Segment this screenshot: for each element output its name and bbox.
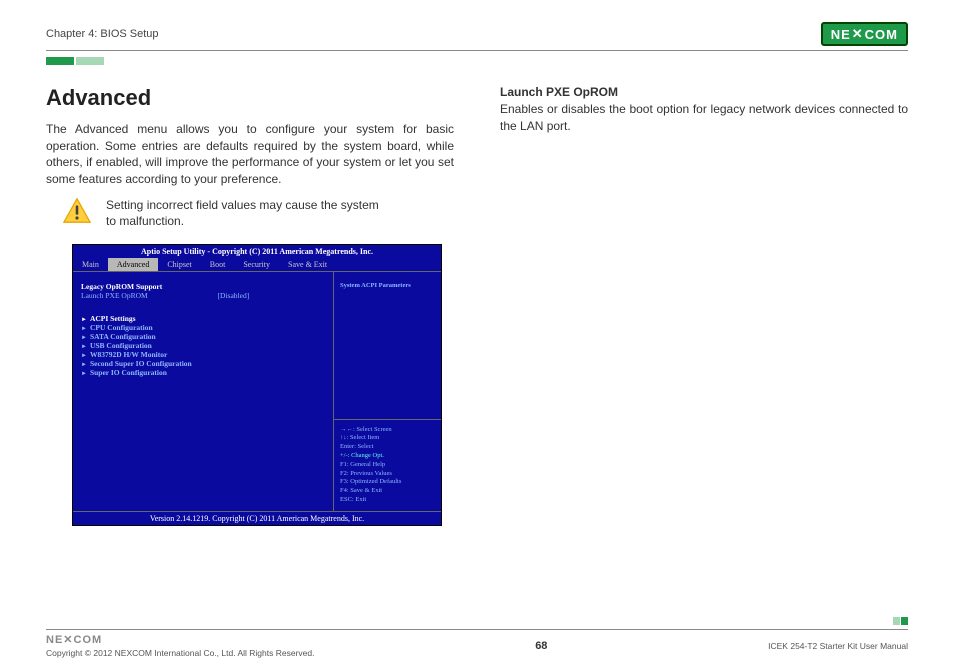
right-column: Launch PXE OpROM Enables or disables the… [500,85,908,526]
bios-key-select-item: ↑↓: Select Item [340,434,435,443]
bios-section-label: Legacy OpROM Support [81,282,325,291]
bios-left-pane: Legacy OpROM Support Launch PXE OpROM [D… [73,272,333,511]
left-column: Advanced The Advanced menu allows you to… [46,85,454,526]
bios-help-text: System ACPI Parameters [334,272,441,299]
bios-menu-acpi-settings[interactable]: ACPI Settings [81,314,325,323]
bios-key-enter: Enter: Select [340,443,435,452]
bios-key-select-screen: →←: Select Screen [340,426,435,435]
intro-paragraph: The Advanced menu allows you to configur… [46,121,454,187]
bios-right-pane: System ACPI Parameters →←: Select Screen… [333,272,441,511]
footer-doc-title: ICEK 254-T2 Starter Kit User Manual [768,641,908,651]
bios-option-row[interactable]: Launch PXE OpROM [Disabled] [81,291,325,300]
page-header: Chapter 4: BIOS Setup NE ✕ COM [46,22,908,51]
bios-window: Aptio Setup Utility - Copyright (C) 2011… [72,244,442,526]
bios-menu-second-superio[interactable]: Second Super IO Configuration [81,359,325,368]
logo-text-suffix: COM [865,27,898,42]
chapter-title: Chapter 4: BIOS Setup [46,28,159,40]
logo: NE ✕ COM [821,22,908,46]
bios-menu-usb-configuration[interactable]: USB Configuration [81,341,325,350]
bios-tab-main[interactable]: Main [73,258,108,271]
bios-menu-sata-configuration[interactable]: SATA Configuration [81,332,325,341]
bios-key-general-help: F1: General Help [340,461,435,470]
bios-key-legend: →←: Select Screen ↑↓: Select Item Enter:… [334,419,441,511]
footer-logo: NE✕COM [46,633,314,646]
bios-menu-superio[interactable]: Super IO Configuration [81,368,325,377]
bios-tab-boot[interactable]: Boot [201,258,235,271]
bios-key-esc: ESC: Exit [340,496,435,505]
logo-x-icon: ✕ [851,26,865,42]
warning-icon [62,197,92,225]
page-number: 68 [535,640,547,652]
section-title: Advanced [46,85,454,111]
warning-row: Setting incorrect field values may cause… [62,197,454,229]
footer-accent [892,617,908,625]
bios-tab-chipset[interactable]: Chipset [158,258,200,271]
page-footer: NE✕COM Copyright © 2012 NEXCOM Internati… [46,629,908,658]
bios-title-bar: Aptio Setup Utility - Copyright (C) 2011… [73,245,441,258]
footer-copyright: Copyright © 2012 NEXCOM International Co… [46,648,314,658]
logo-text-prefix: NE [831,27,851,42]
rcol-body: Enables or disables the boot option for … [500,101,908,134]
bios-menu-hw-monitor[interactable]: W83792D H/W Monitor [81,350,325,359]
bios-tab-security[interactable]: Security [234,258,279,271]
bios-option-value: [Disabled] [218,291,250,300]
bios-footer: Version 2.14.1219. Copyright (C) 2011 Am… [73,511,441,525]
bios-option-label: Launch PXE OpROM [81,291,148,300]
bios-key-previous-values: F2: Previous Values [340,470,435,479]
footer-left: NE✕COM Copyright © 2012 NEXCOM Internati… [46,633,314,658]
rcol-heading: Launch PXE OpROM [500,85,908,99]
bios-tab-advanced[interactable]: Advanced [108,258,158,271]
bios-menu-cpu-configuration[interactable]: CPU Configuration [81,323,325,332]
bios-key-change-opt: +/-: Change Opt. [340,452,435,461]
bios-tab-row: Main Advanced Chipset Boot Security Save… [73,258,441,271]
bios-key-save-exit: F4: Save & Exit [340,487,435,496]
bios-tab-save-exit[interactable]: Save & Exit [279,258,336,271]
bios-key-optimized-defaults: F3: Optimized Defaults [340,478,435,487]
warning-text: Setting incorrect field values may cause… [106,197,386,229]
header-accent [46,57,908,67]
